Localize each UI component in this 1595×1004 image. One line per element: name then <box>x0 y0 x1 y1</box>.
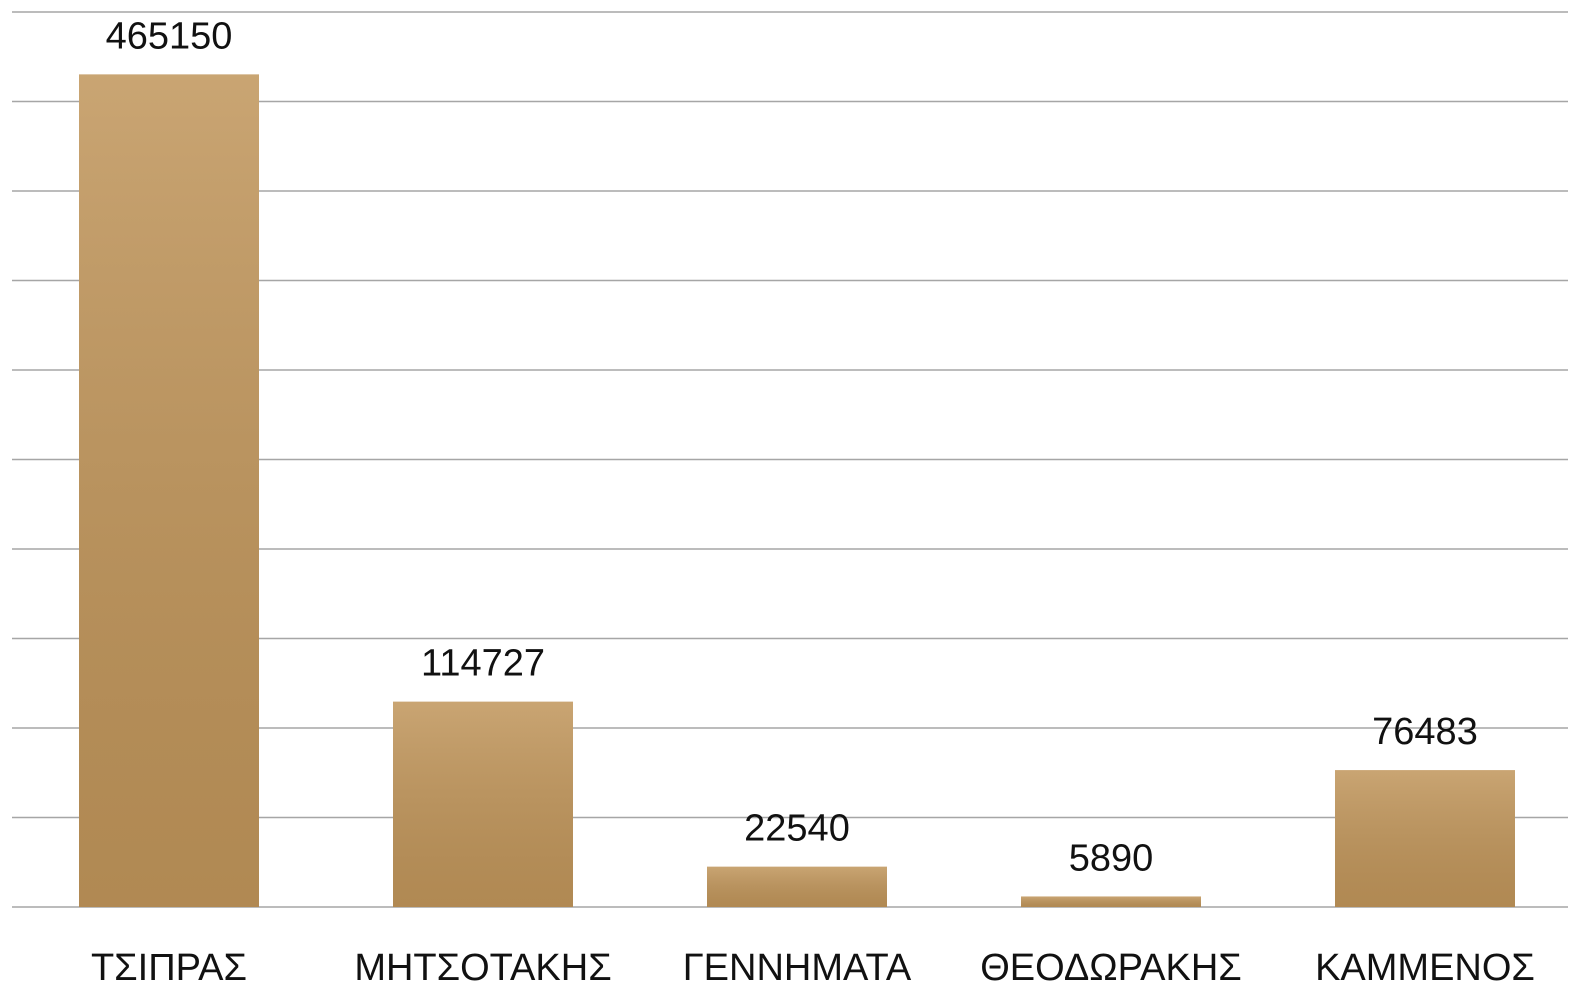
x-tick-label: ΤΣΙΠΡΑΣ <box>91 947 247 989</box>
value-label: 76483 <box>1372 711 1478 753</box>
bar-shade <box>1335 770 1515 907</box>
value-label: 5890 <box>1069 837 1154 879</box>
x-tick-label: ΚΑΜΜΕΝΟΣ <box>1315 947 1535 989</box>
bar-shade <box>79 74 259 908</box>
x-tick-label: ΜΗΤΣΟΤΑΚΗΣ <box>354 947 611 989</box>
value-label: 22540 <box>744 808 850 850</box>
x-tick-label: ΓΕΝΝΗΜΑΤΑ <box>683 947 912 989</box>
bar-shade <box>393 701 573 907</box>
value-label: 114727 <box>421 643 545 685</box>
x-tick-label: ΘΕΟΔΩΡΑΚΗΣ <box>980 947 1242 989</box>
bar-shade <box>1021 896 1201 907</box>
bar-shade <box>707 866 887 907</box>
value-label: 465150 <box>106 15 233 57</box>
